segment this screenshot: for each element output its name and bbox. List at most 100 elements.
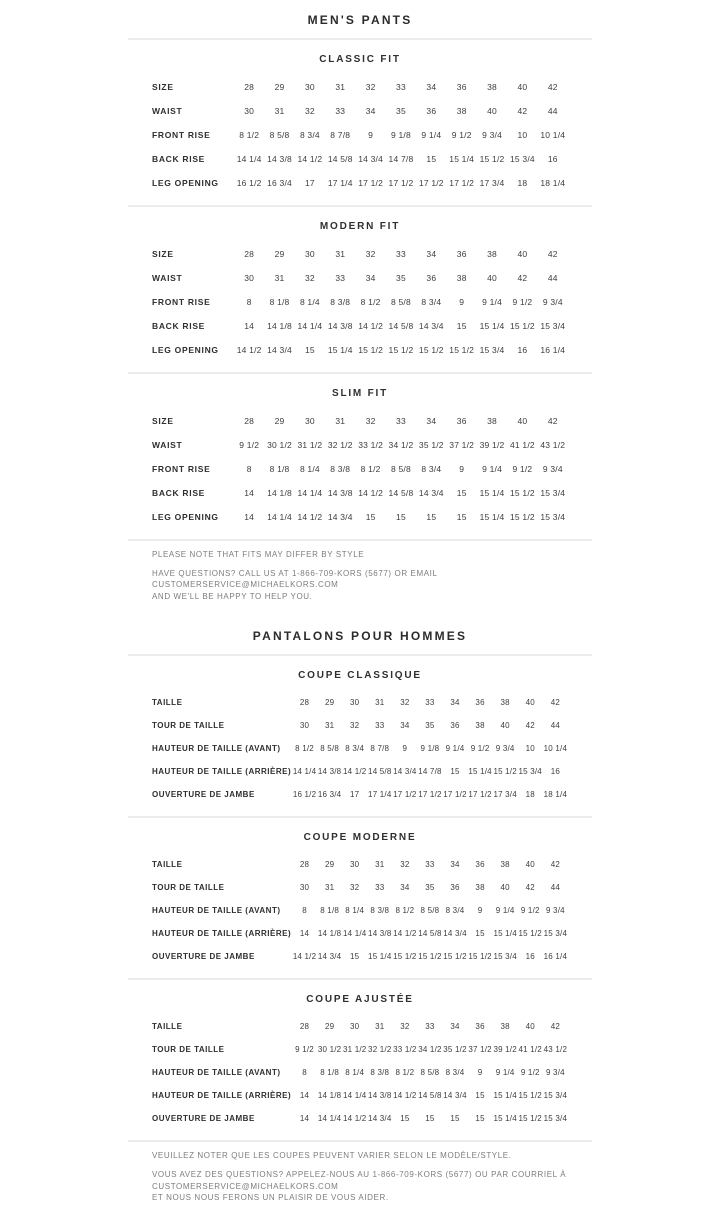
size-value-cell: 15 <box>475 1091 485 1101</box>
size-value-cell: 8 1/8 <box>320 1068 340 1078</box>
size-value-cell: 14 3/4 <box>267 345 292 355</box>
size-value-cell: 9 1/4 <box>445 744 465 754</box>
size-value-cell: 8 1/2 <box>360 297 381 307</box>
table-row: HAUTEUR DE TAILLE (AVANT) 8 1/2 8 5/8 8 3/4… <box>152 737 568 760</box>
size-value-cell: 15 3/4 <box>518 767 542 777</box>
size-value-cell: 15 3/4 <box>543 929 568 939</box>
size-value-cell: 17 3/4 <box>493 790 517 800</box>
size-value-cell: 14 7/8 <box>388 154 414 164</box>
size-value-cell: 36 <box>450 883 460 893</box>
table-row: WAIST 9 1/2 30 1/2 31 1/2 32 1/2 33 1/2 34 1/2… <box>152 433 568 457</box>
size-value-cell: 38 <box>500 698 510 708</box>
size-value-cell: 42 <box>525 721 535 731</box>
size-value-cell: 8 5/8 <box>391 297 411 307</box>
table-row: LEG OPENING 14 1/2 14 3/4 15 15 1/4 15 1/2 15 … <box>152 338 568 362</box>
size-value-cell: 8 5/8 <box>420 906 440 916</box>
size-value-cell: 18 1/4 <box>543 790 568 800</box>
size-value-cell: 30 <box>244 106 255 116</box>
size-value-cell: 8 1/2 <box>360 464 381 474</box>
size-value-cell: 15 1/2 <box>509 321 535 331</box>
size-value-cell: 9 3/4 <box>482 130 502 140</box>
size-value-cell: 42 <box>547 249 558 259</box>
size-value-cell: 9 3/4 <box>545 1068 565 1078</box>
size-value-cell: 29 <box>274 82 285 92</box>
size-value-cell: 36 <box>475 698 485 708</box>
size-value-cell: 15 1/4 <box>479 488 505 498</box>
table-row: OUVERTURE DE JAMBE 16 1/2 16 3/4 17 17 1/4 17… <box>152 783 568 806</box>
size-chart-table: SIZE 28 29 30 31 32 33 34 36 38 40 42 WAIST 9 1/2 30 1… <box>152 409 568 529</box>
size-value-cell: 35 <box>425 721 435 731</box>
size-value-cell: 32 <box>350 721 360 731</box>
row-label: LEG OPENING <box>152 512 219 522</box>
size-value-cell: 30 <box>350 1022 360 1032</box>
size-value-cell: 14 7/8 <box>418 767 442 777</box>
table-row: SIZE 28 29 30 31 32 33 34 36 38 40 42 <box>152 409 568 433</box>
size-value-cell: 9 3/4 <box>545 906 565 916</box>
size-value-cell: 15 1/2 <box>418 345 444 355</box>
size-value-cell: 17 <box>350 790 360 800</box>
size-value-cell: 15 3/4 <box>540 512 566 522</box>
table-row: FRONT RISE 8 8 1/8 8 1/4 8 3/8 8 1/2 8 5/8 8 3/… <box>152 457 568 481</box>
size-value-cell: 17 1/2 <box>443 790 467 800</box>
size-chart-section: COUPE CLASSIQUE TAILLE 28 29 30 31 32 33 34 36 38 4… <box>128 656 592 816</box>
row-label: OUVERTURE DE JAMBE <box>152 790 255 800</box>
row-label: LEG OPENING <box>152 345 219 355</box>
size-value-cell: 29 <box>274 249 285 259</box>
size-value-cell: 15 1/4 <box>449 154 475 164</box>
size-value-cell: 36 <box>426 273 437 283</box>
size-value-cell: 14 3/8 <box>327 321 353 331</box>
size-value-cell: 44 <box>550 883 561 893</box>
size-value-cell: 15 <box>425 1114 435 1124</box>
size-value-cell: 34 1/2 <box>418 1045 442 1055</box>
size-value-cell: 36 <box>456 82 467 92</box>
divider <box>128 205 592 207</box>
table-row: HAUTEUR DE TAILLE (ARRIÈRE) 14 14 1/8 14 1/… <box>152 922 568 945</box>
size-value-cell: 17 1/2 <box>393 790 417 800</box>
table-row: BACK RISE 14 1/4 14 3/8 14 1/2 14 5/8 14 3/4 1… <box>152 147 568 171</box>
size-value-cell: 41 1/2 <box>509 440 535 450</box>
size-value-cell: 14 1/2 <box>358 321 384 331</box>
size-value-cell: 9 <box>368 130 374 140</box>
size-value-cell: 33 <box>425 860 435 870</box>
size-value-cell: 30 <box>304 249 315 259</box>
divider <box>128 539 592 541</box>
size-value-cell: 16 1/4 <box>540 345 566 355</box>
table-row: FRONT RISE 8 8 1/8 8 1/4 8 3/8 8 1/2 8 5/8 8 3/… <box>152 290 568 314</box>
size-value-cell: 43 1/2 <box>543 1045 568 1055</box>
english-notes: PLEASE NOTE THAT FITS MAY DIFFER BY STYL… <box>128 541 592 616</box>
size-value-cell: 15 1/2 <box>468 952 492 962</box>
fit-note-fr: VEUILLEZ NOTER QUE LES COUPES PEUVENT VA… <box>152 1151 512 1161</box>
size-value-cell: 14 1/2 <box>342 1114 367 1124</box>
size-value-cell: 14 3/4 <box>393 767 417 777</box>
size-value-cell: 34 <box>365 273 376 283</box>
size-value-cell: 9 <box>459 464 465 474</box>
size-value-cell: 14 3/8 <box>327 488 353 498</box>
size-value-cell: 16 <box>547 154 558 164</box>
size-value-cell: 40 <box>525 860 535 870</box>
section-title: COUPE MODERNE <box>303 832 417 844</box>
size-value-cell: 35 <box>425 883 435 893</box>
size-value-cell: 14 3/4 <box>327 512 353 522</box>
size-value-cell: 9 1/8 <box>420 744 440 754</box>
contact-line2-fr: ET NOUS NOUS FERONS UN PLAISIR DE VOUS A… <box>152 1193 389 1203</box>
row-label: HAUTEUR DE TAILLE (AVANT) <box>152 906 281 916</box>
size-value-cell: 14 1/4 <box>297 321 323 331</box>
size-value-cell: 14 <box>299 1114 310 1124</box>
size-value-cell: 43 1/2 <box>540 440 566 450</box>
size-chart-table: TAILLE 28 29 30 31 32 33 34 36 38 40 42 TOUR DE TAIL… <box>152 853 568 968</box>
table-row: TAILLE 28 29 30 31 32 33 34 36 38 40 42 <box>152 853 568 876</box>
size-value-cell: 15 1/2 <box>518 929 542 939</box>
row-label: TOUR DE TAILLE <box>152 1045 225 1055</box>
size-value-cell: 15 <box>450 1114 460 1124</box>
size-value-cell: 9 1/2 <box>451 130 472 140</box>
size-value-cell: 42 <box>550 860 561 870</box>
size-value-cell: 14 1/2 <box>236 345 262 355</box>
size-value-cell: 34 <box>450 698 460 708</box>
size-value-cell: 15 3/4 <box>543 1091 568 1101</box>
row-label: SIZE <box>152 249 174 259</box>
size-value-cell: 14 1/2 <box>292 952 317 962</box>
size-value-cell: 34 <box>426 249 437 259</box>
contact-line1-en: HAVE QUESTIONS? CALL US AT 1-866-709-KOR… <box>152 568 438 590</box>
size-value-cell: 15 1/2 <box>509 512 535 522</box>
size-value-cell: 8 1/2 <box>239 130 260 140</box>
